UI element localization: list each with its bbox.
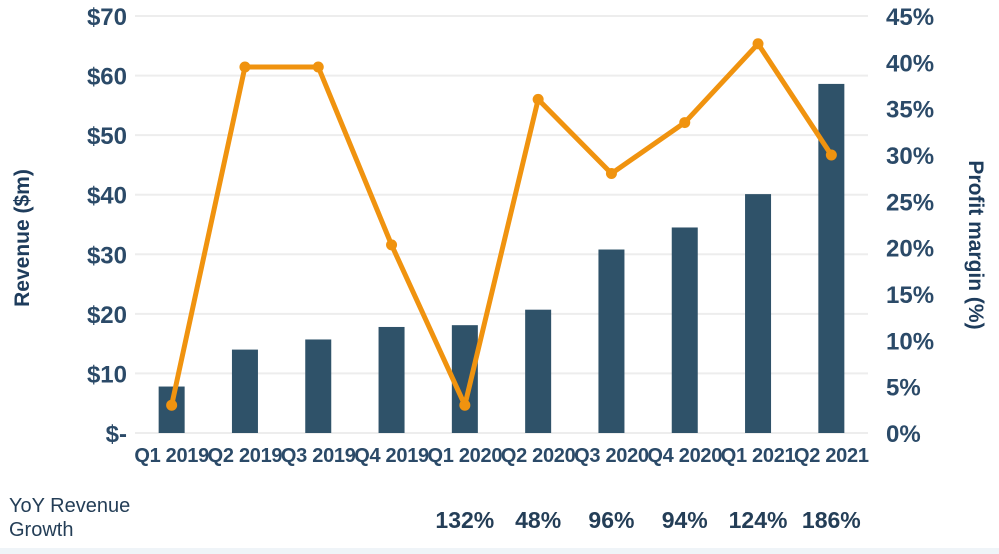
right-axis-tick: 45%	[886, 4, 934, 31]
x-axis-label: Q3 2019	[281, 445, 356, 467]
right-axis-tick: 25%	[886, 189, 934, 216]
profit-margin-marker-q3-2020	[605, 168, 617, 180]
profit-margin-marker-q4-2020	[679, 117, 691, 129]
profit-margin-marker-q1-2019	[166, 399, 178, 411]
revenue-bar-q2-2019	[231, 349, 258, 433]
profit-margin-marker-q2-2021	[825, 149, 837, 161]
left-axis-tick: $20	[87, 302, 127, 329]
x-axis-label: Q1 2021	[721, 445, 796, 467]
profit-margin-marker-q2-2019	[239, 61, 251, 73]
yoy-growth-value: 48%	[515, 507, 561, 533]
right-axis-tick: 35%	[886, 97, 934, 124]
yoy-growth-value: 124%	[729, 507, 788, 533]
revenue-bar-q3-2020	[598, 249, 625, 433]
bottom-accent-strip	[0, 548, 999, 554]
profit-margin-marker-q2-2020	[532, 93, 544, 105]
left-axis-tick: $50	[87, 123, 127, 150]
left-axis-tick: $-	[106, 421, 127, 448]
x-axis-label: Q3 2020	[574, 445, 649, 467]
yoy-growth-value: 94%	[662, 507, 708, 533]
left-axis-tick: $10	[87, 361, 127, 388]
left-axis-tick: $70	[87, 4, 127, 31]
revenue-bar-q1-2020	[451, 325, 478, 433]
profit-margin-marker-q3-2019	[312, 61, 324, 73]
right-axis-title: Profit margin (%)	[964, 160, 987, 330]
yoy-growth-value: 96%	[588, 507, 634, 533]
revenue-bar-q1-2021	[745, 194, 772, 433]
profit-margin-line	[169, 41, 834, 408]
left-axis-tick: $60	[87, 64, 127, 91]
profit-margin-marker-q1-2020	[459, 399, 471, 411]
right-axis-tick: 30%	[886, 143, 934, 170]
revenue-bar-q4-2020	[671, 227, 698, 433]
x-axis-label: Q2 2019	[208, 445, 283, 467]
left-axis-tick: $30	[87, 242, 127, 269]
right-axis-tick: 10%	[886, 328, 934, 355]
right-axis-tick: 40%	[886, 50, 934, 77]
right-axis-tick: 15%	[886, 282, 934, 309]
revenue-bar-q4-2019	[378, 326, 405, 433]
left-axis-tick: $40	[87, 183, 127, 210]
yoy-growth-row-label: YoY Revenue Growth	[9, 495, 131, 541]
revenue-bar-q3-2019	[305, 339, 332, 433]
revenue-bar-q2-2020	[525, 309, 552, 433]
yoy-growth-value: 186%	[802, 507, 861, 533]
right-axis-tick: 5%	[886, 375, 921, 402]
profit-margin-marker-q1-2021	[752, 38, 764, 50]
x-axis-label: Q4 2019	[354, 445, 429, 467]
x-axis-label: Q1 2019	[134, 445, 209, 467]
x-axis-label: Q2 2021	[794, 445, 869, 467]
right-axis-tick: 0%	[886, 421, 921, 448]
revenue-bar-q2-2021	[818, 83, 845, 433]
left-axis-title: Revenue ($m)	[11, 169, 34, 307]
profit-margin-marker-q4-2019	[386, 239, 398, 251]
x-axis-label: Q1 2020	[428, 445, 503, 467]
right-axis-tick: 20%	[886, 236, 934, 263]
x-axis-label: Q4 2020	[647, 445, 722, 467]
x-axis-label: Q2 2020	[501, 445, 576, 467]
yoy-growth-value: 132%	[435, 507, 494, 533]
